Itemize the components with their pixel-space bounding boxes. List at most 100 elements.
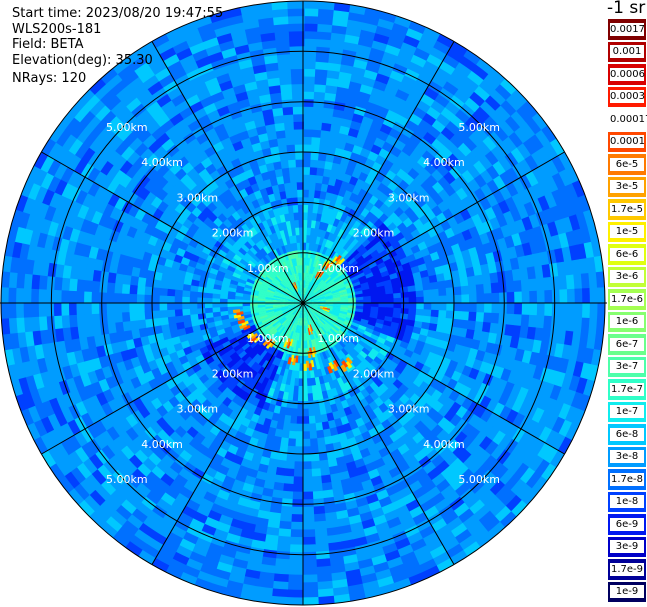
range-gate-bin — [524, 338, 535, 353]
range-gate-bin — [318, 328, 324, 337]
range-gate-bin — [293, 316, 298, 325]
range-gate-bin — [137, 128, 153, 143]
range-gate-bin — [499, 120, 516, 138]
range-gate-bin — [378, 294, 387, 300]
range-gate-bin — [280, 498, 293, 507]
range-gate-bin — [541, 264, 552, 279]
range-gate-bin — [287, 304, 296, 307]
range-gate-bin — [299, 317, 302, 326]
range-gate-bin — [342, 49, 358, 60]
range-gate-bin — [324, 230, 331, 240]
range-gate-bin — [330, 326, 339, 334]
range-gate-bin — [286, 251, 292, 260]
range-gate-bin — [265, 123, 277, 134]
range-gate-bin — [267, 272, 276, 280]
range-gate-bin — [415, 290, 425, 298]
range-gate-bin — [400, 291, 409, 299]
range-gate-bin — [312, 505, 326, 515]
range-ring-label: 1.00km — [247, 262, 289, 275]
range-gate-bin — [212, 140, 225, 153]
range-gate-bin — [48, 462, 65, 481]
range-gate-bin — [303, 303, 306, 311]
range-gate-bin — [336, 368, 345, 378]
range-gate-bin — [218, 39, 236, 52]
range-gate-bin — [453, 463, 469, 478]
range-gate-bin — [274, 275, 282, 283]
range-gate-bin — [141, 114, 157, 130]
range-gate-bin — [326, 69, 341, 80]
range-gate-bin — [546, 369, 559, 387]
range-gate-bin — [169, 267, 180, 277]
range-gate-bin — [245, 443, 257, 455]
range-gate-bin — [240, 583, 259, 595]
range-gate-bin — [498, 420, 513, 436]
range-gate-bin — [363, 299, 372, 304]
range-gate-bin — [298, 310, 301, 318]
range-gate-bin — [269, 270, 277, 278]
range-gate-bin — [305, 309, 310, 318]
range-gate-bin — [387, 347, 398, 357]
range-gate-bin — [258, 212, 267, 223]
range-gate-bin — [475, 284, 485, 295]
range-gate-bin — [129, 310, 138, 322]
range-gate-bin — [144, 293, 153, 303]
range-gate-bin — [213, 315, 222, 322]
range-gate-bin — [43, 383, 57, 401]
range-gate-bin — [253, 281, 262, 287]
range-gate-bin — [152, 33, 171, 48]
range-ring-label: 3.00km — [177, 191, 219, 204]
range-gate-bin — [173, 473, 188, 487]
range-gate-bin — [160, 272, 171, 282]
range-gate-bin — [33, 167, 49, 187]
range-gate-bin — [378, 298, 387, 304]
range-gate-bin — [391, 498, 406, 511]
range-gate-bin — [99, 88, 118, 106]
range-gate-bin — [531, 166, 547, 185]
range-gate-bin — [363, 303, 372, 307]
range-gate-bin — [96, 463, 113, 481]
range-gate-bin — [325, 526, 340, 537]
range-gate-bin — [450, 352, 462, 364]
range-gate-bin — [306, 288, 311, 297]
range-gate-bin — [328, 54, 344, 65]
range-gate-bin — [348, 351, 357, 360]
range-gate-bin — [421, 321, 431, 331]
range-gate-bin — [445, 516, 463, 533]
range-gate-bin — [354, 195, 365, 206]
range-gate-bin — [317, 307, 325, 312]
range-gate-bin — [531, 150, 546, 169]
range-gate-bin — [284, 121, 295, 131]
range-gate-bin — [481, 455, 497, 471]
range-gate-bin — [277, 137, 288, 147]
range-gate-bin — [332, 274, 341, 281]
range-gate-bin — [111, 530, 130, 548]
range-gate-bin — [491, 430, 506, 447]
range-gate-bin — [500, 78, 518, 96]
range-gate-bin — [370, 237, 380, 247]
range-gate-bin — [293, 308, 299, 316]
colorbar-tick-label: 0.0006 — [610, 67, 645, 81]
range-gate-bin — [450, 326, 460, 337]
range-gate-bin — [312, 205, 319, 214]
range-gate-bin — [26, 344, 38, 362]
range-gate-bin — [271, 184, 280, 194]
range-gate-bin — [471, 64, 490, 81]
range-gate-bin — [337, 228, 346, 238]
range-gate-bin — [275, 543, 291, 553]
range-gate-bin — [364, 355, 374, 365]
range-gate-bin — [330, 242, 338, 251]
range-gate-bin — [253, 215, 263, 225]
range-gate-bin — [100, 174, 114, 190]
range-gate-bin — [204, 76, 221, 90]
range-gate-bin — [328, 216, 337, 226]
range-gate-bin — [568, 375, 581, 394]
range-gate-bin — [27, 404, 41, 423]
range-gate-bin — [65, 376, 78, 393]
range-gate-bin — [544, 303, 553, 318]
range-gate-bin — [267, 457, 279, 468]
range-gate-bin — [559, 289, 568, 305]
range-gate-bin — [401, 558, 420, 572]
range-gate-bin — [144, 318, 154, 328]
range-gate-bin — [358, 350, 368, 360]
range-gate-bin — [227, 294, 236, 300]
